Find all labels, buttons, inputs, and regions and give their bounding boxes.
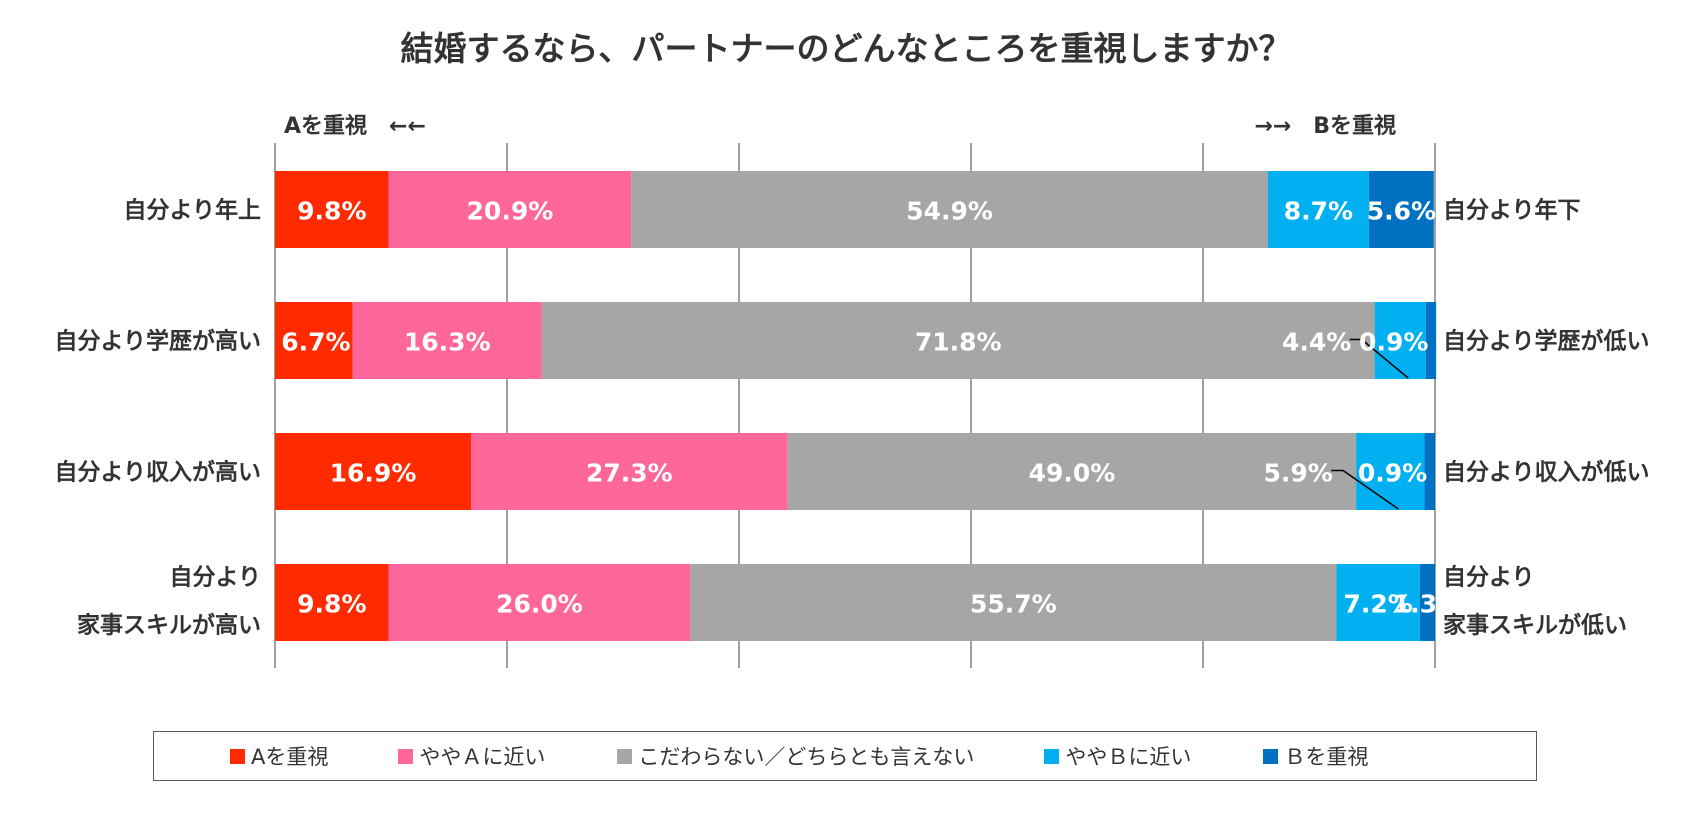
bar-segment (1368, 171, 1434, 248)
bar-segment (275, 171, 389, 248)
data-label: 49.0% (1029, 459, 1116, 488)
direction-header-b: →→ Bを重視 (1254, 114, 1396, 139)
legend: Aを重視 ややＡに近い こだわらない／どちらとも言えない ややＢに近い Ｂを重視 (153, 731, 1537, 781)
data-label: 71.8% (915, 328, 1002, 357)
data-label: 16.3% (404, 328, 491, 357)
bar-segment (541, 302, 1375, 379)
category-label-left: 自分より (169, 564, 261, 591)
category-label-right: 家事スキルが低い (1443, 612, 1627, 639)
bar-segment (352, 302, 542, 379)
legend-swatch (617, 748, 633, 764)
legend-label: ややＢに近い (1065, 745, 1192, 769)
data-label: 4.4% (1282, 328, 1351, 357)
category-label-left: 自分より収入が高い (54, 459, 261, 486)
data-label: 20.9% (467, 197, 554, 226)
data-label: 0.9% (1358, 459, 1427, 488)
bar-segment (1336, 564, 1420, 641)
bar-segment (388, 564, 691, 641)
data-label: 27.3% (586, 459, 673, 488)
data-label: 0.9% (1359, 328, 1428, 357)
bar-segments (275, 171, 1437, 641)
bar-segment (787, 433, 1357, 510)
data-label: 9.8% (297, 590, 366, 619)
bar-segment (275, 302, 353, 379)
bar-segment (1424, 433, 1435, 510)
legend-swatch (398, 748, 414, 764)
category-label-left: 家事スキルが高い (77, 612, 261, 639)
legend-item: Aを重視 (230, 741, 328, 771)
data-label: 9.8% (297, 197, 366, 226)
category-label-left: 自分より学歴が高い (54, 328, 261, 355)
bar-segment (388, 171, 632, 248)
bar-segment (1419, 564, 1435, 641)
legend-swatch (230, 748, 245, 764)
legend-item: ややＡに近い (398, 741, 545, 771)
bar-segment (690, 564, 1337, 641)
legend-swatch (1044, 748, 1060, 764)
data-label: 8.7% (1284, 197, 1353, 226)
bar-segment (1374, 302, 1426, 379)
data-label: 5.9% (1263, 459, 1332, 488)
data-label: 1.3% (1393, 590, 1462, 619)
leader-line (1349, 338, 1409, 379)
leader-line (1331, 469, 1399, 510)
bar-segment (1425, 302, 1437, 379)
data-labels: 9.8% 20.9% 54.9% 8.7% 5.6% 6.7% 16.3% 71.8% 4.4%… (281, 197, 1462, 619)
category-label-right: 自分より (1443, 564, 1535, 591)
bar-segment (1267, 171, 1369, 248)
category-label-right: 自分より収入が低い (1443, 459, 1650, 486)
legend-item: Ｂを重視 (1263, 741, 1368, 771)
chart-title: 結婚するなら、パートナーのどんなところを重視しますか？ (401, 29, 1292, 68)
data-label: 54.9% (906, 197, 993, 226)
legend-swatch (1263, 748, 1279, 764)
legend-label: Ｂを重視 (1284, 745, 1369, 769)
bar-segment (275, 564, 389, 641)
legend-label: ややＡに近い (419, 745, 546, 769)
bar-segment (631, 171, 1268, 248)
data-label: 6.7% (281, 328, 350, 357)
data-label: 16.9% (330, 459, 417, 488)
legend-item: こだわらない／どちらとも言えない (617, 741, 974, 771)
leader-lines (1331, 338, 1409, 510)
category-label-right: 自分より年下 (1443, 197, 1581, 224)
data-label: 5.6% (1367, 197, 1436, 226)
bar-segment (275, 433, 472, 510)
bar-segment (1356, 433, 1425, 510)
data-label: 55.7% (970, 590, 1057, 619)
bar-segment (471, 433, 788, 510)
data-label: 26.0% (496, 590, 583, 619)
category-label-left: 自分より年上 (123, 197, 261, 224)
legend-label: Aを重視 (251, 745, 329, 769)
legend-label: こだわらない／どちらとも言えない (638, 745, 975, 769)
legend-item: ややＢに近い (1044, 741, 1191, 771)
category-label-right: 自分より学歴が低い (1443, 328, 1650, 355)
direction-header-a: Aを重視 ←← (284, 114, 426, 139)
data-label: 7.2% (1343, 590, 1412, 619)
